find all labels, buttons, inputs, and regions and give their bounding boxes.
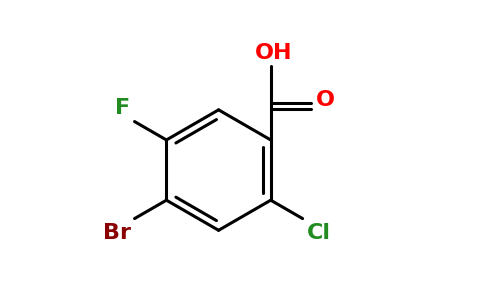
Text: F: F — [115, 98, 131, 118]
Text: O: O — [316, 91, 335, 110]
Text: Cl: Cl — [307, 223, 331, 243]
Text: Br: Br — [103, 223, 131, 243]
Text: OH: OH — [256, 43, 293, 63]
